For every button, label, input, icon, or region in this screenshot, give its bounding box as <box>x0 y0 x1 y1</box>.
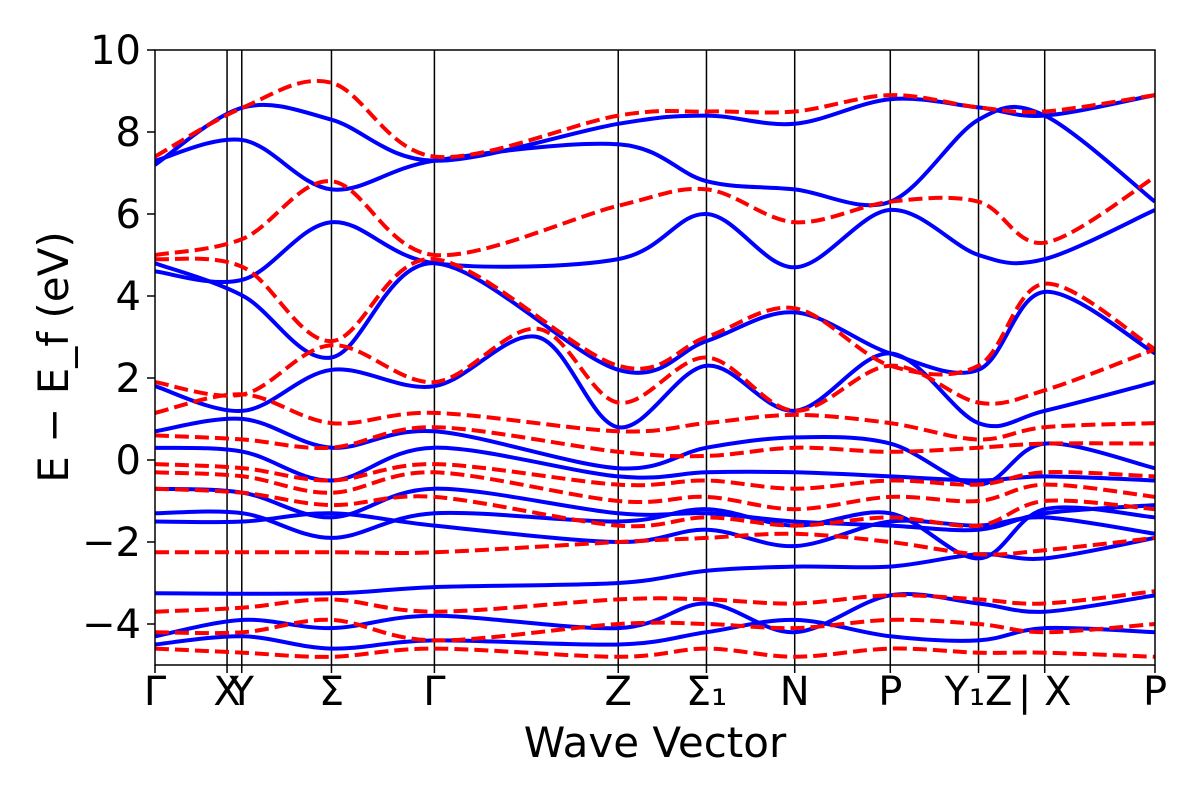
red-dashed-band-12 <box>155 646 1155 659</box>
y-axis-label: E − E_f (eV) <box>29 231 78 482</box>
blue-solid-band-7 <box>155 261 1155 375</box>
red-dashed-band-1 <box>155 486 1155 529</box>
blue-solid-band-0 <box>155 535 1155 596</box>
red-dashed-band-0 <box>155 531 1155 557</box>
red-dashed-band-3 <box>155 462 1155 491</box>
red-dashed-band-2 <box>155 470 1155 512</box>
red-dashed-band-7 <box>155 256 1155 377</box>
x-tick-label: Σ <box>319 669 344 715</box>
x-tick-label: Y₁Z <box>944 669 1013 715</box>
blue-solid-band-3 <box>155 486 1155 533</box>
y-tick-label: 4 <box>116 274 141 320</box>
y-tick-label: −4 <box>82 602 141 648</box>
y-tick-label: 10 <box>90 28 141 74</box>
kpoint-lines <box>226 50 1046 665</box>
red-dashed-band-9 <box>155 79 1155 160</box>
blue-solid-band-2 <box>155 505 1155 561</box>
blue-solid-band-6 <box>155 334 1155 430</box>
y-tick-label: 6 <box>116 192 141 238</box>
y-tick-label: −2 <box>82 520 141 566</box>
x-tick-label: Σ₁ <box>686 669 727 715</box>
red-dashed-band-10 <box>155 589 1155 614</box>
x-tick-label: P <box>878 669 902 715</box>
x-tick-label: N <box>780 669 810 715</box>
plot-frame <box>154 49 1156 666</box>
blue-solid-band-8 <box>155 207 1155 285</box>
red-bands-group <box>155 79 1155 659</box>
blue-bands-group <box>155 93 1155 651</box>
x-tick-label: | X <box>1018 669 1072 715</box>
red-dashed-band-4 <box>155 425 1155 459</box>
red-dashed-band-5 <box>155 392 1155 442</box>
x-axis-label: Wave Vector <box>524 718 787 767</box>
y-axis-ticks: −4 −2 0 2 4 6 8 10 <box>82 28 155 648</box>
y-tick-label: 8 <box>116 110 141 156</box>
x-tick-label: Γ <box>144 669 167 715</box>
blue-solid-band-5 <box>155 416 1155 487</box>
x-tick-label: X <box>213 669 240 715</box>
red-dashed-band-11 <box>155 617 1155 643</box>
y-tick-label: 0 <box>116 438 141 484</box>
x-tick-label: Z <box>605 669 632 715</box>
y-tick-label: 2 <box>116 356 141 402</box>
x-tick-label: Γ <box>423 669 446 715</box>
x-tick-label: P <box>1143 669 1167 715</box>
blue-solid-band-11 <box>155 592 1155 639</box>
x-tick-label: Y <box>229 669 255 715</box>
blue-solid-band-12 <box>155 617 1155 651</box>
red-dashed-band-6 <box>155 326 1155 413</box>
